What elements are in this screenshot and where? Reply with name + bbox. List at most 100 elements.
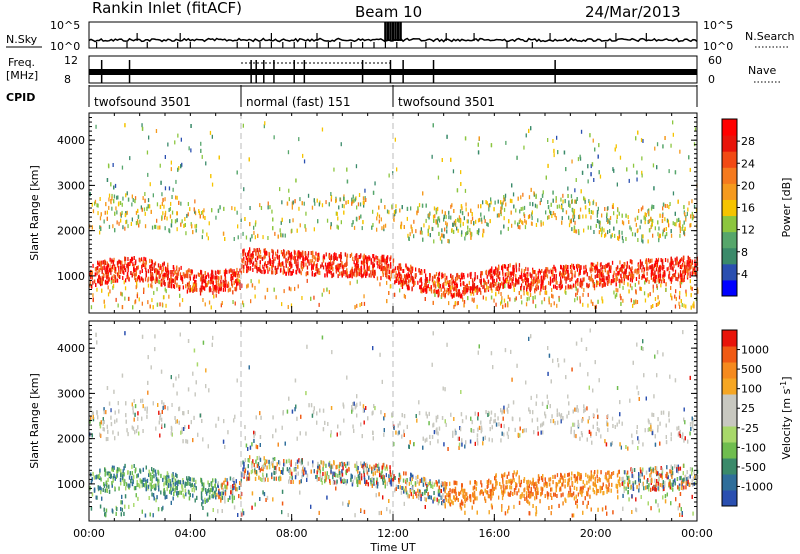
power-cell (661, 219, 664, 223)
power-cell (400, 221, 403, 226)
power-cell (378, 205, 380, 210)
power-cell (694, 259, 696, 264)
power-cell (425, 218, 427, 223)
power-cell (372, 261, 374, 266)
power-cell (283, 269, 285, 274)
freq-tick-8: 8 (64, 73, 71, 86)
power-cell (433, 274, 436, 279)
power-cell (635, 277, 638, 281)
power-cell (476, 290, 478, 295)
power-cell (435, 290, 438, 294)
power-cell (137, 265, 139, 270)
power-cell (603, 275, 605, 280)
power-cell (241, 264, 243, 269)
power-cell (678, 223, 681, 228)
power-cell (623, 274, 625, 279)
power-cell (652, 205, 655, 209)
power-cell (340, 263, 342, 268)
power-cell (116, 261, 119, 266)
power-cell (535, 277, 537, 282)
power-cell (188, 281, 190, 286)
power-cell (615, 272, 617, 277)
power-cell (473, 285, 475, 290)
power-cell (290, 251, 292, 256)
power-cell (503, 195, 505, 199)
power-cell (509, 263, 511, 268)
power-cell (151, 298, 153, 303)
power-cell (625, 237, 627, 241)
power-cell (264, 269, 266, 274)
power-cell (357, 258, 359, 262)
power-cell (249, 247, 251, 252)
power-cell (596, 268, 599, 273)
power-cell (112, 163, 114, 167)
power-cell (112, 284, 115, 289)
power-cell (327, 262, 329, 267)
power-cell (629, 267, 632, 272)
power-cell (273, 135, 275, 140)
power-cell (381, 266, 383, 271)
power-cell (501, 202, 503, 207)
power-cell (384, 205, 386, 210)
power-cell (425, 273, 427, 278)
power-cell (471, 286, 473, 291)
power-cell (360, 260, 363, 265)
power-cell (652, 163, 655, 168)
power-cell (290, 287, 292, 292)
power-cell (421, 288, 423, 293)
power-cell (247, 252, 249, 257)
power-cell (297, 261, 299, 266)
power-cell (355, 273, 357, 278)
power-cell (294, 199, 296, 204)
power-cell (597, 154, 599, 159)
power-cell (580, 129, 583, 134)
power-cell (169, 206, 171, 211)
power-cell (477, 142, 479, 147)
power-cell (94, 272, 97, 277)
power-cell (303, 159, 306, 164)
power-cell (446, 224, 448, 229)
power-cell (385, 268, 387, 273)
power-cell (247, 256, 249, 261)
power-cell (415, 267, 417, 272)
power-cell (204, 302, 206, 307)
power-cell (333, 167, 335, 172)
power-cell (317, 270, 319, 275)
power-cell (346, 259, 348, 264)
power-cell (504, 303, 507, 308)
power-cell (694, 262, 696, 267)
power-cell (641, 170, 643, 175)
power-cell (163, 279, 165, 284)
power-cell (142, 278, 144, 283)
power-cell (501, 266, 504, 271)
power-cell (486, 274, 488, 279)
power-cell (220, 286, 222, 291)
power-cell (456, 301, 458, 306)
power-cell (455, 287, 457, 292)
nsky-tick-top-right: 10^5 (703, 19, 733, 32)
power-cell (335, 211, 337, 216)
power-cell (427, 232, 429, 237)
power-cell (343, 204, 345, 209)
power-cell (386, 209, 389, 214)
power-cell (300, 261, 303, 265)
power-cell (592, 138, 594, 143)
power-cell (330, 192, 332, 196)
power-cell (531, 216, 533, 221)
power-cell (143, 207, 146, 212)
power-cell (327, 269, 329, 274)
power-cell (571, 263, 573, 268)
power-cell (313, 198, 315, 203)
power-cell (242, 252, 244, 257)
power-cell (686, 269, 688, 274)
power-cell (199, 277, 202, 282)
power-cell (679, 270, 682, 275)
velocity-cell (435, 415, 437, 420)
power-cell (115, 297, 117, 302)
power-cell (153, 266, 155, 271)
power-cell (612, 167, 614, 172)
power-cell (535, 284, 537, 289)
power-cell (290, 265, 292, 269)
power-cell (113, 257, 115, 262)
power-cell (252, 262, 254, 267)
